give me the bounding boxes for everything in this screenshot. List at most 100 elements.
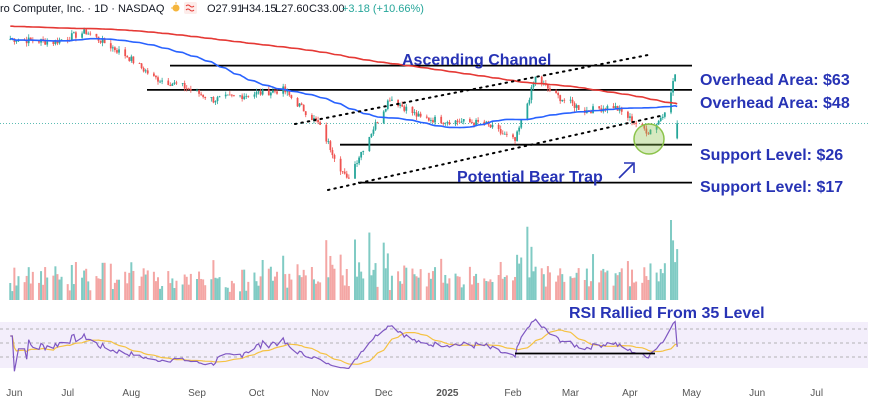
volume-bar [382, 242, 385, 300]
volume-bar [171, 278, 174, 300]
volume-bar [204, 285, 207, 300]
volume-bar [257, 285, 260, 300]
candle [216, 95, 219, 105]
volume-bar [401, 283, 404, 300]
volume-bar [563, 281, 566, 300]
candle [189, 85, 192, 93]
volume-bar [374, 263, 377, 300]
volume-bar [353, 239, 356, 300]
volume-bar [458, 276, 461, 300]
candle [304, 110, 307, 118]
volume-bar [159, 288, 162, 300]
volume-bar [399, 281, 402, 300]
candle [161, 77, 164, 85]
x-tick-label: Mar [562, 388, 580, 399]
volume-bar [183, 274, 186, 300]
header: ro Computer, Inc. · 1D · NASDAQ O27.91H3… [0, 2, 424, 15]
volume-bar [674, 262, 677, 300]
indicator-icon[interactable] [184, 2, 197, 14]
volume-bar [58, 279, 61, 300]
candle [520, 119, 523, 130]
candle [257, 90, 260, 95]
volume-bar [310, 266, 313, 300]
volume-bar [633, 282, 636, 300]
candle [497, 123, 500, 132]
volume-bar [670, 220, 673, 300]
candle [132, 56, 135, 65]
candle [253, 91, 256, 99]
candle [370, 133, 373, 139]
volume-bar [403, 265, 406, 300]
volume-bar [386, 253, 389, 300]
candle [386, 99, 389, 111]
volume-bar [618, 272, 621, 300]
volume-bar [657, 281, 660, 300]
candle [243, 93, 246, 101]
volume-bar [68, 290, 71, 300]
candle [440, 114, 443, 124]
candle [577, 104, 580, 110]
candle [341, 171, 344, 174]
annotation-ascending-channel: Ascending Channel [402, 52, 551, 69]
candle [116, 47, 118, 54]
volume-bar [144, 274, 147, 300]
ma-50-line [10, 37, 678, 129]
volume-bar [315, 283, 318, 300]
candle [302, 104, 305, 112]
volume-bar [152, 271, 155, 300]
volume-bar [331, 264, 334, 300]
candle [403, 104, 406, 113]
candle [130, 54, 133, 63]
volume-bar [319, 282, 322, 300]
volume-bar [146, 270, 149, 300]
candle [15, 41, 18, 44]
candle [592, 103, 594, 114]
candle [571, 96, 574, 106]
volume-bar [83, 270, 86, 300]
candle [501, 130, 504, 135]
candle [183, 80, 186, 92]
candle [89, 31, 92, 36]
volume-bar [499, 261, 502, 300]
candle [198, 89, 200, 97]
candle [72, 31, 75, 34]
candle [230, 93, 233, 98]
candle [534, 76, 537, 86]
volume-bar [505, 275, 508, 300]
volume-bar [641, 282, 644, 300]
volume-bar [187, 284, 190, 300]
volume-bar [676, 249, 679, 300]
volume-bar [99, 278, 102, 300]
x-tick-label: Sep [188, 388, 206, 399]
volume-bar [85, 268, 88, 300]
volume-bar [118, 279, 121, 300]
candle [339, 156, 342, 175]
volume-bar [444, 274, 447, 300]
volume-bar [405, 267, 408, 300]
volume-bar [140, 276, 143, 300]
levels-layer [0, 64, 868, 184]
candle [399, 102, 402, 109]
volume-bar [101, 262, 104, 300]
volume-bar [113, 282, 116, 300]
candle [469, 117, 471, 124]
candle [138, 62, 141, 64]
volume-bar [247, 281, 250, 300]
candle [512, 133, 514, 140]
candle [228, 91, 231, 96]
candle [360, 151, 363, 161]
volume-bar [372, 269, 375, 300]
volume-bar [70, 264, 73, 300]
volume-bar [516, 254, 519, 300]
candle [663, 112, 666, 119]
candle [362, 150, 365, 155]
volume-bar [109, 263, 112, 300]
x-tick-label: Jul [810, 388, 823, 399]
volume-bar [602, 268, 605, 300]
volume-bar [434, 267, 437, 300]
volume-bar [195, 278, 198, 300]
volume-bar [52, 275, 55, 300]
candle [415, 109, 418, 120]
volume-bar [384, 268, 387, 300]
